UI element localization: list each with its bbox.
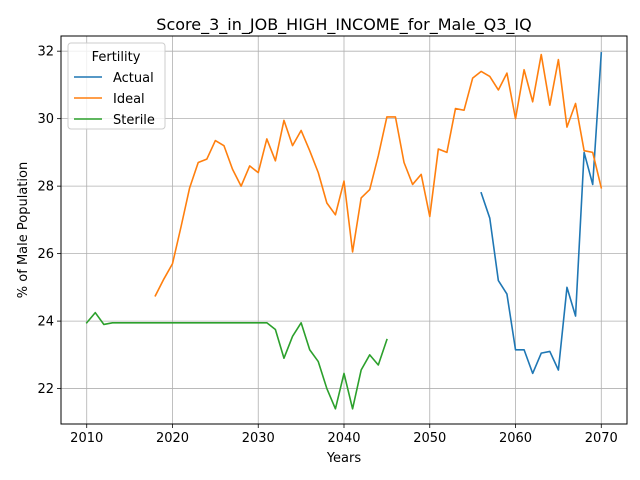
legend-title: Fertility [92, 50, 141, 65]
x-tick-label: 2050 [413, 431, 446, 446]
legend-label-sterile: Sterile [113, 113, 155, 128]
series-line-actual [480, 52, 603, 375]
legend-items: Actual Ideal Sterile [74, 71, 155, 128]
series-line-ideal [154, 53, 603, 297]
legend-label-actual: Actual [113, 71, 154, 86]
y-tick-label: 24 [37, 315, 54, 330]
y-tick-label: 28 [37, 180, 54, 195]
x-tick-label: 2060 [499, 431, 532, 446]
legend: Fertility Actual Ideal Sterile [67, 42, 166, 130]
x-tick-label: 2040 [327, 431, 360, 446]
x-axis-label: Years [326, 451, 362, 466]
x-tick-label: 2030 [242, 431, 275, 446]
y-tick-label: 32 [37, 45, 54, 60]
chart-title: Score_3_in_JOB_HIGH_INCOME_for_Male_Q3_I… [156, 15, 531, 35]
y-tick-label: 22 [37, 382, 54, 397]
series-lines [85, 52, 603, 410]
y-tick-label: 30 [37, 112, 54, 127]
legend-box [67, 42, 166, 130]
x-tick-label: 2010 [70, 431, 103, 446]
y-tick-label: 26 [37, 247, 54, 262]
y-axis-label: % of Male Population [16, 162, 31, 298]
x-tick-label: 2020 [156, 431, 189, 446]
y-axis: 22 24 26 28 30 32 [37, 45, 61, 397]
legend-label-ideal: Ideal [113, 92, 145, 107]
series-line-sterile [85, 311, 388, 410]
x-axis: 2010 2020 2030 2040 2050 2060 2070 [70, 424, 618, 446]
x-tick-label: 2070 [585, 431, 618, 446]
